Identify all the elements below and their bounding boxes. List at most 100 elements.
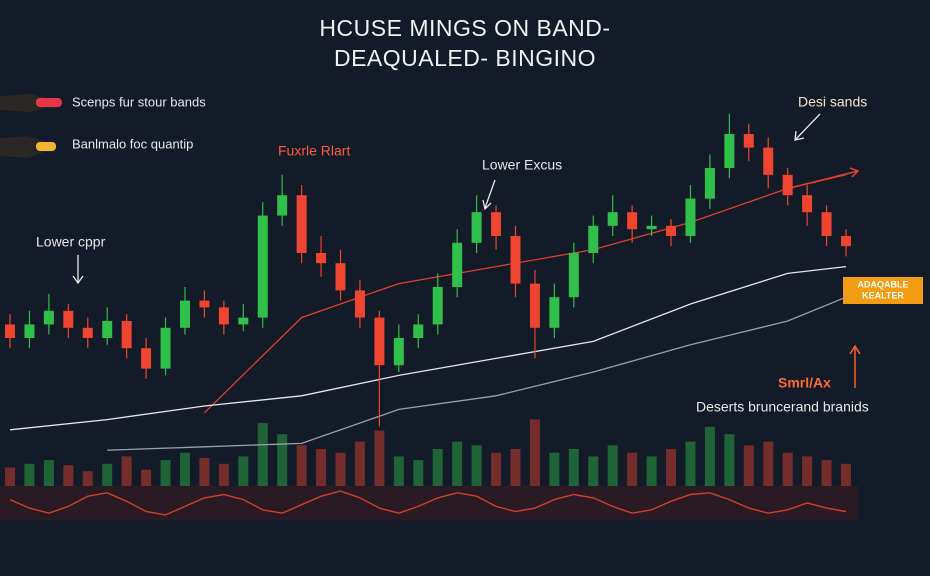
- annotation: Fuxrle Rlart: [278, 143, 350, 159]
- volume-bar: [627, 452, 638, 486]
- volume-bar: [646, 456, 657, 486]
- volume-bar: [452, 441, 463, 486]
- chart-title: DEAQUALED- BINGINO: [334, 45, 596, 71]
- candle-body: [549, 297, 560, 328]
- candle-body: [296, 195, 307, 253]
- volume-bar: [121, 456, 132, 486]
- volume-bar: [529, 419, 540, 486]
- badge-text: ADAQABLE: [858, 279, 909, 289]
- volume-bar: [704, 426, 715, 486]
- candle-body: [277, 195, 288, 216]
- badge-text: KEALTER: [862, 290, 904, 300]
- volume-bar: [802, 456, 813, 486]
- volume-bar: [666, 449, 677, 486]
- volume-bar: [782, 452, 793, 486]
- band-line: [203, 174, 847, 414]
- candle-body: [257, 215, 268, 318]
- volume-bar: [63, 465, 74, 486]
- annotation: Deserts bruncerand branids: [696, 399, 869, 415]
- candle-body: [160, 327, 171, 369]
- candle-body: [802, 195, 813, 213]
- arrow: [72, 113, 821, 285]
- candle-body: [218, 307, 229, 325]
- volume-bar: [432, 449, 443, 486]
- candle-body: [452, 242, 463, 287]
- candle-body: [316, 253, 327, 264]
- chart-title: HCUSE MINGS ON BAND-: [319, 15, 610, 41]
- candle-body: [743, 134, 754, 148]
- candle-body: [471, 212, 482, 243]
- candle-body: [821, 212, 832, 236]
- volume-bar: [413, 460, 424, 486]
- legend-label: Banlmalo foc quantip: [72, 136, 193, 151]
- volume-bar: [491, 452, 502, 486]
- oscillator-line: [9, 490, 847, 516]
- badge: ADAQABLE KEALTER: [843, 277, 923, 304]
- legend-icon: [0, 136, 56, 158]
- candle-body: [121, 321, 132, 349]
- candle-body: [335, 263, 346, 291]
- volume-bar: [218, 463, 229, 486]
- candle-body: [763, 147, 774, 175]
- candle-body: [529, 283, 540, 328]
- volume-bar: [296, 445, 307, 486]
- volume-bar: [354, 441, 365, 486]
- candle-body: [63, 310, 74, 328]
- candle-body: [588, 225, 599, 253]
- candle-body: [24, 324, 35, 338]
- volume-bar: [393, 456, 404, 486]
- candle-body: [607, 212, 618, 226]
- candle-body: [199, 300, 210, 308]
- candle-body: [179, 300, 190, 328]
- volume-bar: [102, 463, 113, 486]
- candle-body: [666, 225, 677, 236]
- volume-bar: [82, 471, 93, 486]
- volume-bar: [257, 423, 268, 486]
- candle-body: [646, 225, 657, 230]
- candle-body: [568, 253, 579, 298]
- annotation: Desi sands: [798, 94, 867, 110]
- volume-bar: [763, 441, 774, 486]
- candle-body: [5, 324, 15, 338]
- volume-bar: [43, 460, 54, 486]
- candle-body: [102, 321, 113, 338]
- legend-label: Scenps fur stour bands: [72, 94, 206, 109]
- band-line: [9, 265, 847, 431]
- volume-bar: [588, 456, 599, 486]
- candle-body: [627, 212, 638, 230]
- volume-bar: [743, 445, 754, 486]
- volume-bar: [471, 445, 482, 486]
- volume-bar: [199, 457, 210, 486]
- volume-bar: [179, 452, 190, 486]
- volume-bar: [335, 452, 346, 486]
- candle-body: [510, 236, 521, 284]
- volume-bar: [841, 463, 851, 486]
- volume-bar: [821, 460, 832, 486]
- candle-body: [685, 198, 696, 236]
- candle-body: [238, 317, 249, 325]
- volume-bar: [549, 452, 560, 486]
- candle-body: [354, 290, 365, 318]
- candle-body: [141, 348, 152, 369]
- volume-bar: [607, 445, 618, 486]
- oscillator-panel: [0, 486, 858, 520]
- legend-icon: [0, 94, 62, 112]
- volume-bar: [277, 434, 288, 486]
- volume-bar: [316, 449, 327, 486]
- candle-body: [43, 310, 54, 325]
- candle-body: [704, 168, 715, 199]
- volume-bar: [5, 467, 15, 486]
- candle-body: [82, 327, 93, 338]
- volume-bar: [238, 456, 249, 486]
- volume-bar: [685, 441, 696, 486]
- volume-bar: [724, 434, 735, 486]
- volume-bar: [568, 449, 579, 486]
- candle-body: [413, 324, 424, 338]
- annotation: Lower cppr: [36, 234, 106, 250]
- candle-body: [782, 174, 793, 196]
- band-line: [107, 296, 847, 451]
- volume-bar: [160, 460, 171, 486]
- candle-body: [432, 287, 443, 325]
- arrow: [849, 344, 861, 388]
